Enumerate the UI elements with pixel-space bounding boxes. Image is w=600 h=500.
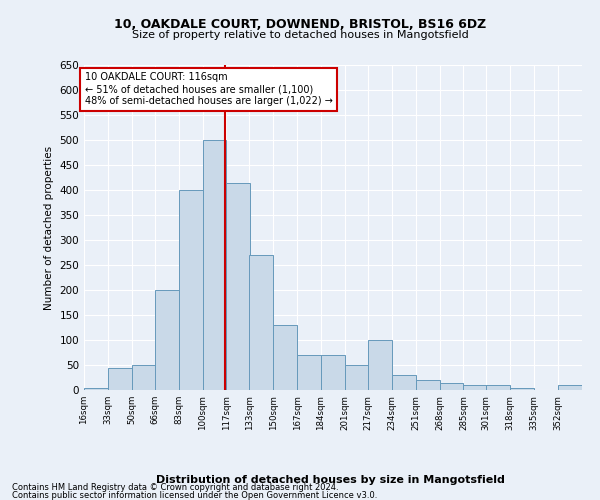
Bar [108,368,132,390]
Bar [416,380,440,390]
Bar [368,340,392,390]
Bar [463,385,487,390]
Text: 10 OAKDALE COURT: 116sqm
← 51% of detached houses are smaller (1,100)
48% of sem: 10 OAKDALE COURT: 116sqm ← 51% of detach… [85,72,332,106]
Bar [155,290,179,390]
Text: Distribution of detached houses by size in Mangotsfield: Distribution of detached houses by size … [155,475,505,485]
Bar [440,382,463,390]
Bar [297,355,321,390]
Bar [321,355,345,390]
Text: Contains public sector information licensed under the Open Government Licence v3: Contains public sector information licen… [12,490,377,500]
Bar [226,182,250,390]
Bar [273,325,297,390]
Text: Size of property relative to detached houses in Mangotsfield: Size of property relative to detached ho… [131,30,469,40]
Bar [392,375,416,390]
Bar [203,140,226,390]
Bar [132,365,156,390]
Text: Contains HM Land Registry data © Crown copyright and database right 2024.: Contains HM Land Registry data © Crown c… [12,483,338,492]
Bar [179,190,203,390]
Y-axis label: Number of detached properties: Number of detached properties [44,146,54,310]
Bar [486,385,510,390]
Bar [84,388,108,390]
Text: 10, OAKDALE COURT, DOWNEND, BRISTOL, BS16 6DZ: 10, OAKDALE COURT, DOWNEND, BRISTOL, BS1… [114,18,486,30]
Bar [510,388,534,390]
Bar [345,365,369,390]
Bar [558,385,582,390]
Bar [249,255,273,390]
